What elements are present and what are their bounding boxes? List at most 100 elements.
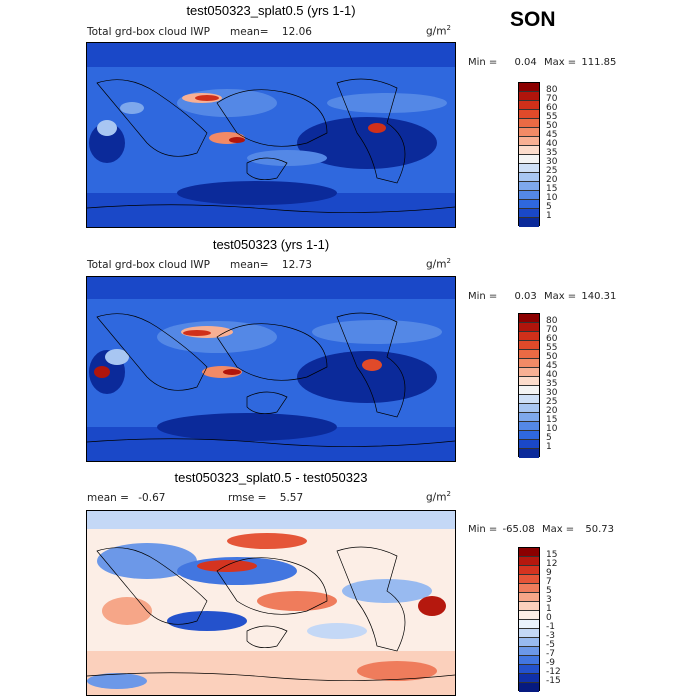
colorbar-swatch — [519, 395, 539, 404]
panel-2-units-text: g/m — [426, 258, 447, 271]
panel-3-colorbar — [518, 547, 540, 692]
colorbar-swatch — [519, 449, 539, 458]
colorbar-label: 55 — [546, 343, 558, 353]
colorbar-label: 25 — [546, 397, 558, 407]
colorbar-swatch — [519, 629, 539, 638]
colorbar-swatch — [519, 200, 539, 209]
panel-3-mean-label: mean = — [87, 492, 129, 504]
colorbar-label: 12 — [546, 559, 558, 569]
season-label: SON — [510, 8, 556, 31]
colorbar-swatch — [519, 128, 539, 137]
panel-3-rmse-label: rmse = — [228, 492, 267, 504]
colorbar-label: -15 — [546, 676, 561, 686]
colorbar-swatch — [519, 83, 539, 92]
colorbar-label: 25 — [546, 166, 558, 176]
colorbar-swatch — [519, 638, 539, 647]
panel-1-min-label: Min = — [468, 57, 498, 68]
colorbar-swatch — [519, 575, 539, 584]
colorbar-swatch — [519, 110, 539, 119]
colorbar-swatch — [519, 173, 539, 182]
panel-2-mean-value: 12.73 — [281, 259, 312, 271]
colorbar-swatch — [519, 674, 539, 683]
colorbar-label: 60 — [546, 334, 558, 344]
panel-2-minmax: Min = 0.03 Max = 140.31 — [468, 291, 616, 302]
colorbar-label: 80 — [546, 85, 558, 95]
colorbar-swatch — [519, 164, 539, 173]
panel-1-units: g/m2 — [426, 24, 451, 38]
colorbar-swatch — [519, 119, 539, 128]
colorbar-swatch — [519, 440, 539, 449]
panel-3-max-label: Max = — [541, 524, 575, 535]
panel-2-title: test050323 (yrs 1-1) — [212, 237, 330, 252]
panel-2-min-value: 0.03 — [514, 291, 537, 302]
panel-1-map — [86, 42, 456, 228]
colorbar-swatch — [519, 431, 539, 440]
colorbar-label: -5 — [546, 640, 555, 650]
colorbar-label: 1 — [546, 604, 552, 614]
panel-3-max-value: 50.73 — [585, 524, 614, 535]
colorbar-label: 1 — [546, 442, 552, 452]
colorbar-swatch — [519, 665, 539, 674]
panel-2-units-exp: 2 — [446, 257, 451, 265]
panel-2-mean: mean= 12.73 — [230, 259, 312, 271]
colorbar-swatch — [519, 377, 539, 386]
panel-2-max-label: Max = — [543, 291, 577, 302]
colorbar-label: 5 — [546, 433, 552, 443]
colorbar-label: 30 — [546, 157, 558, 167]
colorbar-swatch — [519, 332, 539, 341]
colorbar-label: 50 — [546, 121, 558, 131]
colorbar-swatch — [519, 182, 539, 191]
colorbar-swatch — [519, 101, 539, 110]
colorbar-swatch — [519, 209, 539, 218]
colorbar-label: 15 — [546, 415, 558, 425]
colorbar-swatch — [519, 386, 539, 395]
colorbar-swatch — [519, 137, 539, 146]
colorbar-swatch — [519, 557, 539, 566]
colorbar-label: 50 — [546, 352, 558, 362]
panel-3-units-text: g/m — [426, 491, 447, 504]
panel-1-min-value: 0.04 — [514, 57, 537, 68]
colorbar-swatch — [519, 341, 539, 350]
colorbar-label: 70 — [546, 94, 558, 104]
colorbar-label: 15 — [546, 550, 558, 560]
colorbar-label: -1 — [546, 622, 555, 632]
panel-1-subtitle: Total grd-box cloud IWP — [87, 26, 211, 38]
panel-2-map-field — [87, 277, 455, 461]
panel-3-minmax: Min = -65.08 Max = 50.73 — [468, 524, 614, 535]
colorbar-swatch — [519, 422, 539, 431]
colorbar-label: 3 — [546, 595, 552, 605]
panel-1-max-label: Max = — [543, 57, 577, 68]
colorbar-label: 5 — [546, 202, 552, 212]
panel-3-mean: mean = -0.67 — [87, 492, 165, 504]
colorbar-label: 40 — [546, 139, 558, 149]
panel-3-title: test050323_splat0.5 - test050323 — [174, 470, 368, 485]
colorbar-swatch — [519, 683, 539, 692]
panel-2-mean-label: mean= — [230, 259, 269, 271]
colorbar-label: 7 — [546, 577, 552, 587]
colorbar-label: 0 — [546, 613, 552, 623]
colorbar-label: 10 — [546, 193, 558, 203]
colorbar-label: 45 — [546, 130, 558, 140]
colorbar-label: 20 — [546, 406, 558, 416]
colorbar-swatch — [519, 593, 539, 602]
colorbar-label: 30 — [546, 388, 558, 398]
colorbar-label: 35 — [546, 379, 558, 389]
panel-3-rmse-value: 5.57 — [279, 492, 304, 504]
panel-1-mean-value: 12.06 — [281, 26, 312, 38]
colorbar-swatch — [519, 611, 539, 620]
panel-1-title: test050323_splat0.5 (yrs 1-1) — [186, 3, 356, 18]
colorbar-swatch — [519, 656, 539, 665]
panel-3-min-label: Min = — [468, 524, 498, 535]
panel-1-units-exp: 2 — [446, 24, 451, 32]
colorbar-label: -7 — [546, 649, 555, 659]
panel-2-units: g/m2 — [426, 257, 451, 271]
panel-3-rmse: rmse = 5.57 — [228, 492, 303, 504]
colorbar-swatch — [519, 584, 539, 593]
panel-2-colorbar — [518, 313, 540, 458]
colorbar-label: 15 — [546, 184, 558, 194]
colorbar-swatch — [519, 404, 539, 413]
panel-1-mean: mean= 12.06 — [230, 26, 312, 38]
colorbar-swatch — [519, 368, 539, 377]
colorbar-swatch — [519, 92, 539, 101]
